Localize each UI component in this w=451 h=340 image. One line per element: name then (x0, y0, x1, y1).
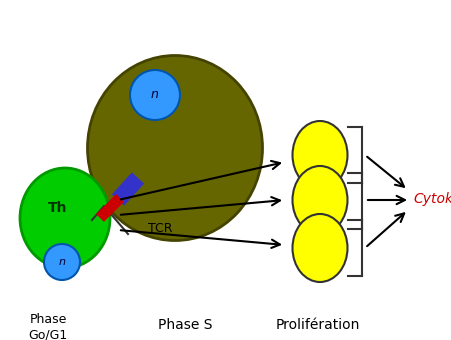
Text: Cytokines: Cytokines (412, 192, 451, 206)
Ellipse shape (292, 121, 347, 189)
Circle shape (44, 244, 80, 280)
Text: n: n (151, 88, 159, 102)
Text: TCR: TCR (147, 222, 172, 235)
Circle shape (130, 70, 179, 120)
Text: n: n (58, 257, 65, 267)
Ellipse shape (292, 214, 347, 282)
Text: Th: Th (48, 201, 68, 215)
Ellipse shape (292, 166, 347, 234)
Ellipse shape (87, 55, 262, 240)
Ellipse shape (20, 168, 110, 268)
Text: Phase
Go/G1: Phase Go/G1 (28, 313, 68, 340)
Text: Phase S: Phase S (157, 318, 212, 332)
Text: Prolifération: Prolifération (275, 318, 359, 332)
